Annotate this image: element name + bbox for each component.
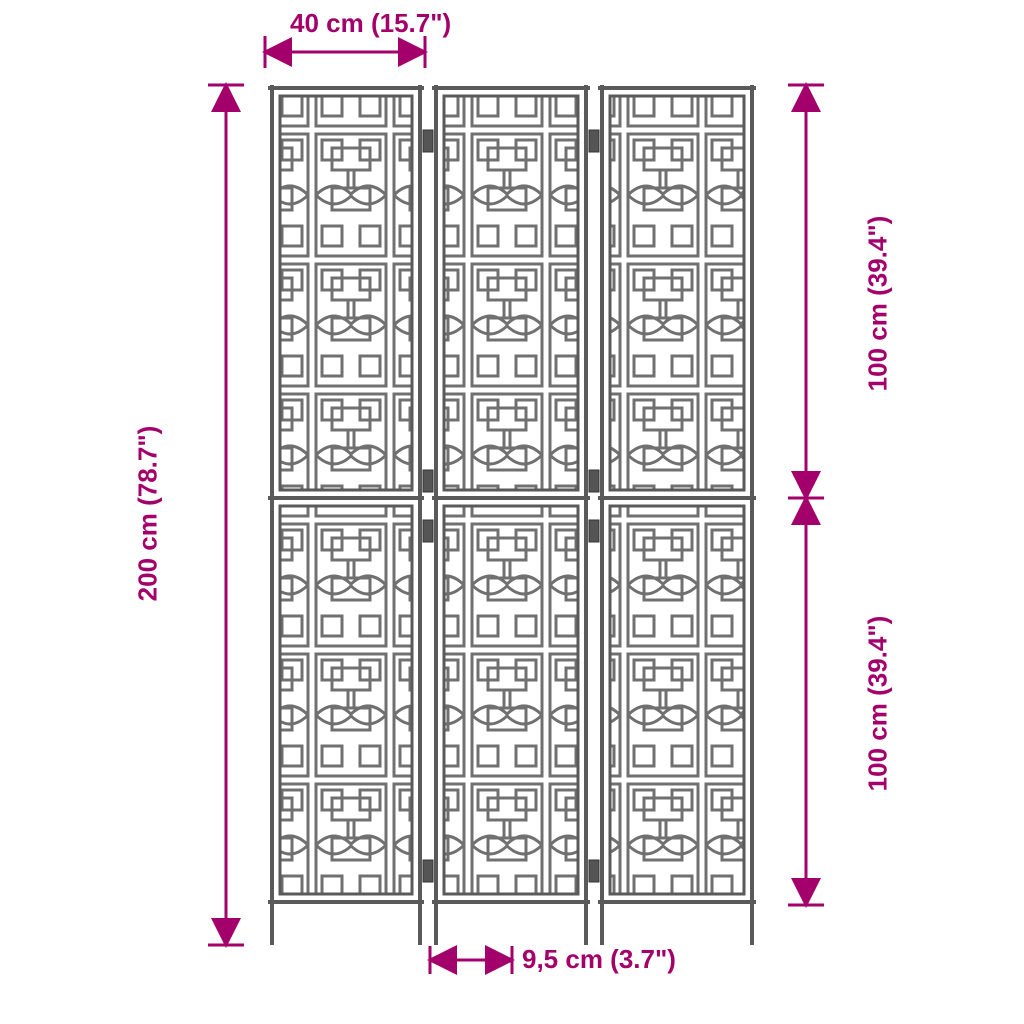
dim-bottom	[430, 946, 512, 974]
room-divider	[268, 85, 756, 945]
panel-2	[432, 85, 590, 945]
dim-right-lower	[788, 498, 824, 905]
diagram-svg	[0, 0, 1024, 1024]
panel-1	[268, 85, 424, 945]
dim-left	[208, 85, 244, 945]
hinges-left	[423, 130, 433, 882]
dim-right-upper	[788, 85, 824, 498]
hinges-right	[589, 130, 599, 882]
panel-3	[598, 85, 756, 945]
diagram-stage: 40 cm (15.7") 200 cm (78.7") 100 cm (39.…	[0, 0, 1024, 1024]
dim-top	[265, 36, 425, 68]
